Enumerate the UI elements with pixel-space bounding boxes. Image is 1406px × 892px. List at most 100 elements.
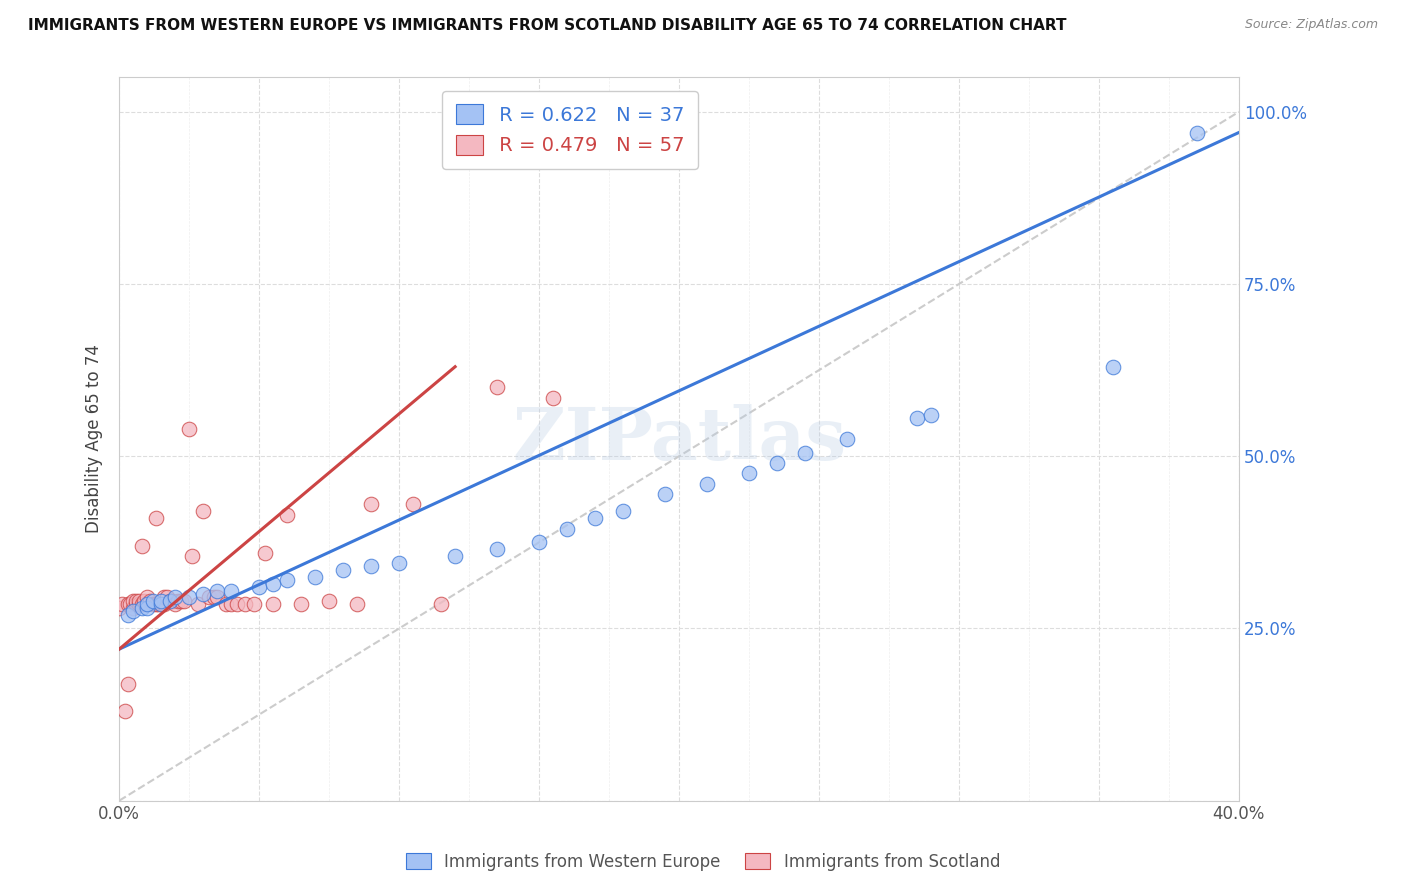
Point [136, 600, 159, 615]
Point [1185, 126, 1208, 140]
Point [120, 597, 142, 611]
Point [276, 573, 298, 587]
Point [111, 597, 134, 611]
Point [654, 487, 676, 501]
Point [233, 597, 256, 611]
Point [134, 597, 156, 611]
Point [131, 539, 153, 553]
Point [193, 587, 215, 601]
Point [134, 594, 156, 608]
Point [247, 580, 270, 594]
Point [156, 591, 179, 605]
Point [128, 594, 150, 608]
Point [920, 408, 942, 422]
Point [131, 597, 153, 611]
Point [122, 604, 145, 618]
Point [388, 556, 411, 570]
Point [150, 594, 173, 608]
Point [332, 563, 354, 577]
Point [262, 597, 284, 611]
Point [145, 511, 167, 525]
Legend:  R = 0.622   N = 37,  R = 0.479   N = 57: R = 0.622 N = 37, R = 0.479 N = 57 [443, 91, 699, 169]
Point [117, 607, 139, 622]
Point [170, 594, 193, 608]
Point [242, 597, 264, 611]
Point [766, 456, 789, 470]
Point [262, 576, 284, 591]
Legend: Immigrants from Western Europe, Immigrants from Scotland: Immigrants from Western Europe, Immigran… [398, 845, 1008, 880]
Point [148, 597, 170, 611]
Point [145, 597, 167, 611]
Point [125, 597, 148, 611]
Point [114, 704, 136, 718]
Y-axis label: Disability Age 65 to 74: Disability Age 65 to 74 [86, 344, 103, 533]
Point [219, 583, 242, 598]
Point [207, 583, 229, 598]
Point [162, 594, 184, 608]
Point [527, 535, 550, 549]
Point [360, 498, 382, 512]
Point [794, 446, 817, 460]
Point [117, 676, 139, 690]
Point [214, 597, 236, 611]
Point [253, 546, 276, 560]
Point [1101, 359, 1123, 374]
Point [486, 542, 509, 557]
Point [150, 597, 173, 611]
Point [290, 597, 312, 611]
Point [193, 504, 215, 518]
Point [139, 594, 162, 608]
Point [159, 594, 181, 608]
Point [444, 549, 467, 563]
Point [165, 597, 187, 611]
Text: ZIPatlas: ZIPatlas [512, 403, 846, 475]
Point [318, 594, 340, 608]
Point [207, 591, 229, 605]
Point [225, 597, 247, 611]
Point [150, 594, 173, 608]
Point [153, 597, 176, 611]
Text: IMMIGRANTS FROM WESTERN EUROPE VS IMMIGRANTS FROM SCOTLAND DISABILITY AGE 65 TO : IMMIGRANTS FROM WESTERN EUROPE VS IMMIGR… [28, 18, 1067, 33]
Point [181, 549, 204, 563]
Point [583, 511, 606, 525]
Point [153, 591, 176, 605]
Point [204, 591, 226, 605]
Point [360, 559, 382, 574]
Point [835, 432, 858, 446]
Point [173, 594, 195, 608]
Point [165, 591, 187, 605]
Point [136, 597, 159, 611]
Text: Source: ZipAtlas.com: Source: ZipAtlas.com [1244, 18, 1378, 31]
Point [276, 508, 298, 522]
Point [131, 600, 153, 615]
Point [612, 504, 634, 518]
Point [122, 594, 145, 608]
Point [304, 570, 326, 584]
Point [541, 391, 564, 405]
Point [108, 600, 131, 615]
Point [117, 597, 139, 611]
Point [136, 597, 159, 611]
Point [167, 594, 190, 608]
Point [905, 411, 928, 425]
Point [122, 600, 145, 615]
Point [179, 422, 201, 436]
Point [136, 591, 159, 605]
Point [402, 498, 425, 512]
Point [128, 597, 150, 611]
Point [150, 597, 173, 611]
Point [555, 522, 578, 536]
Point [219, 597, 242, 611]
Point [198, 591, 221, 605]
Point [125, 594, 148, 608]
Point [142, 597, 165, 611]
Point [486, 380, 509, 394]
Point [346, 597, 368, 611]
Point [430, 597, 453, 611]
Point [696, 476, 718, 491]
Point [187, 597, 209, 611]
Point [738, 467, 761, 481]
Point [142, 594, 165, 608]
Point [159, 594, 181, 608]
Point [179, 591, 201, 605]
